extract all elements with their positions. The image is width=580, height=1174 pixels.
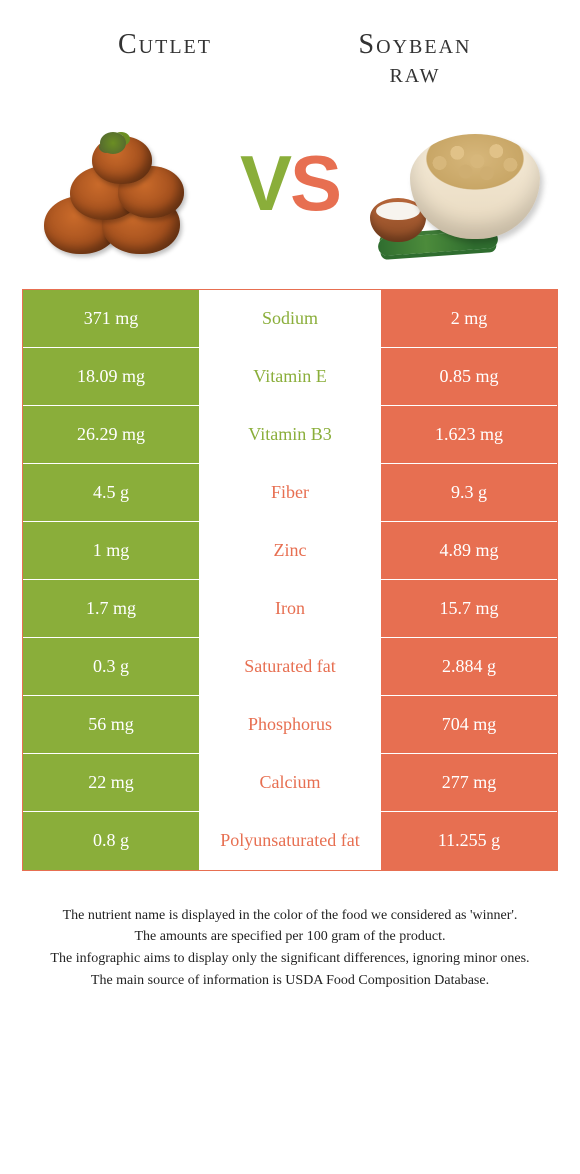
nutrient-row: 18.09 mgVitamin E0.85 mg bbox=[23, 348, 557, 406]
vs-label: VS bbox=[240, 138, 340, 229]
nutrient-name: Phosphorus bbox=[199, 696, 381, 753]
nutrient-name: Vitamin E bbox=[199, 348, 381, 405]
nutrient-left-value: 0.3 g bbox=[23, 638, 199, 695]
right-food-title: Soybean raw bbox=[290, 30, 540, 89]
nutrient-row: 0.8 gPolyunsaturated fat11.255 g bbox=[23, 812, 557, 870]
nutrient-right-value: 2.884 g bbox=[381, 638, 557, 695]
nutrient-row: 22 mgCalcium277 mg bbox=[23, 754, 557, 812]
vs-v: V bbox=[240, 139, 290, 227]
nutrient-name: Fiber bbox=[199, 464, 381, 521]
header: Cutlet Soybean raw bbox=[0, 0, 580, 109]
nutrient-row: 4.5 gFiber9.3 g bbox=[23, 464, 557, 522]
nutrient-left-value: 1 mg bbox=[23, 522, 199, 579]
nutrient-left-value: 371 mg bbox=[23, 290, 199, 347]
footer-notes: The nutrient name is displayed in the co… bbox=[0, 871, 580, 992]
nutrient-left-value: 22 mg bbox=[23, 754, 199, 811]
left-food-title-text: Cutlet bbox=[40, 30, 290, 59]
footer-line-3: The infographic aims to display only the… bbox=[30, 948, 550, 970]
nutrient-right-value: 1.623 mg bbox=[381, 406, 557, 463]
right-food-title-line2: raw bbox=[290, 59, 540, 88]
vs-s: S bbox=[290, 139, 340, 227]
nutrient-name: Sodium bbox=[199, 290, 381, 347]
nutrient-right-value: 277 mg bbox=[381, 754, 557, 811]
nutrient-right-value: 0.85 mg bbox=[381, 348, 557, 405]
nutrient-right-value: 704 mg bbox=[381, 696, 557, 753]
nutrient-left-value: 0.8 g bbox=[23, 812, 199, 870]
nutrient-right-value: 11.255 g bbox=[381, 812, 557, 870]
nutrient-right-value: 4.89 mg bbox=[381, 522, 557, 579]
images-row: VS bbox=[0, 109, 580, 289]
nutrient-right-value: 15.7 mg bbox=[381, 580, 557, 637]
nutrient-row: 371 mgSodium2 mg bbox=[23, 290, 557, 348]
soybean-illustration bbox=[370, 114, 540, 254]
nutrient-row: 0.3 gSaturated fat2.884 g bbox=[23, 638, 557, 696]
nutrient-row: 1 mgZinc4.89 mg bbox=[23, 522, 557, 580]
nutrient-table: 371 mgSodium2 mg18.09 mgVitamin E0.85 mg… bbox=[22, 289, 558, 871]
nutrient-right-value: 9.3 g bbox=[381, 464, 557, 521]
nutrient-row: 56 mgPhosphorus704 mg bbox=[23, 696, 557, 754]
nutrient-left-value: 1.7 mg bbox=[23, 580, 199, 637]
left-food-title: Cutlet bbox=[40, 30, 290, 89]
left-food-image bbox=[40, 109, 210, 259]
nutrient-name: Saturated fat bbox=[199, 638, 381, 695]
nutrient-left-value: 56 mg bbox=[23, 696, 199, 753]
nutrient-left-value: 4.5 g bbox=[23, 464, 199, 521]
right-food-title-line1: Soybean bbox=[290, 30, 540, 59]
nutrient-name: Zinc bbox=[199, 522, 381, 579]
nutrient-name: Iron bbox=[199, 580, 381, 637]
footer-line-4: The main source of information is USDA F… bbox=[30, 970, 550, 992]
nutrient-name: Calcium bbox=[199, 754, 381, 811]
right-food-image bbox=[370, 109, 540, 259]
nutrient-name: Polyunsaturated fat bbox=[199, 812, 381, 870]
nutrient-name: Vitamin B3 bbox=[199, 406, 381, 463]
nutrient-row: 1.7 mgIron15.7 mg bbox=[23, 580, 557, 638]
nutrient-left-value: 18.09 mg bbox=[23, 348, 199, 405]
nutrient-right-value: 2 mg bbox=[381, 290, 557, 347]
nutrient-row: 26.29 mgVitamin B31.623 mg bbox=[23, 406, 557, 464]
cutlet-illustration bbox=[40, 114, 210, 254]
nutrient-left-value: 26.29 mg bbox=[23, 406, 199, 463]
footer-line-2: The amounts are specified per 100 gram o… bbox=[30, 926, 550, 948]
footer-line-1: The nutrient name is displayed in the co… bbox=[30, 905, 550, 927]
